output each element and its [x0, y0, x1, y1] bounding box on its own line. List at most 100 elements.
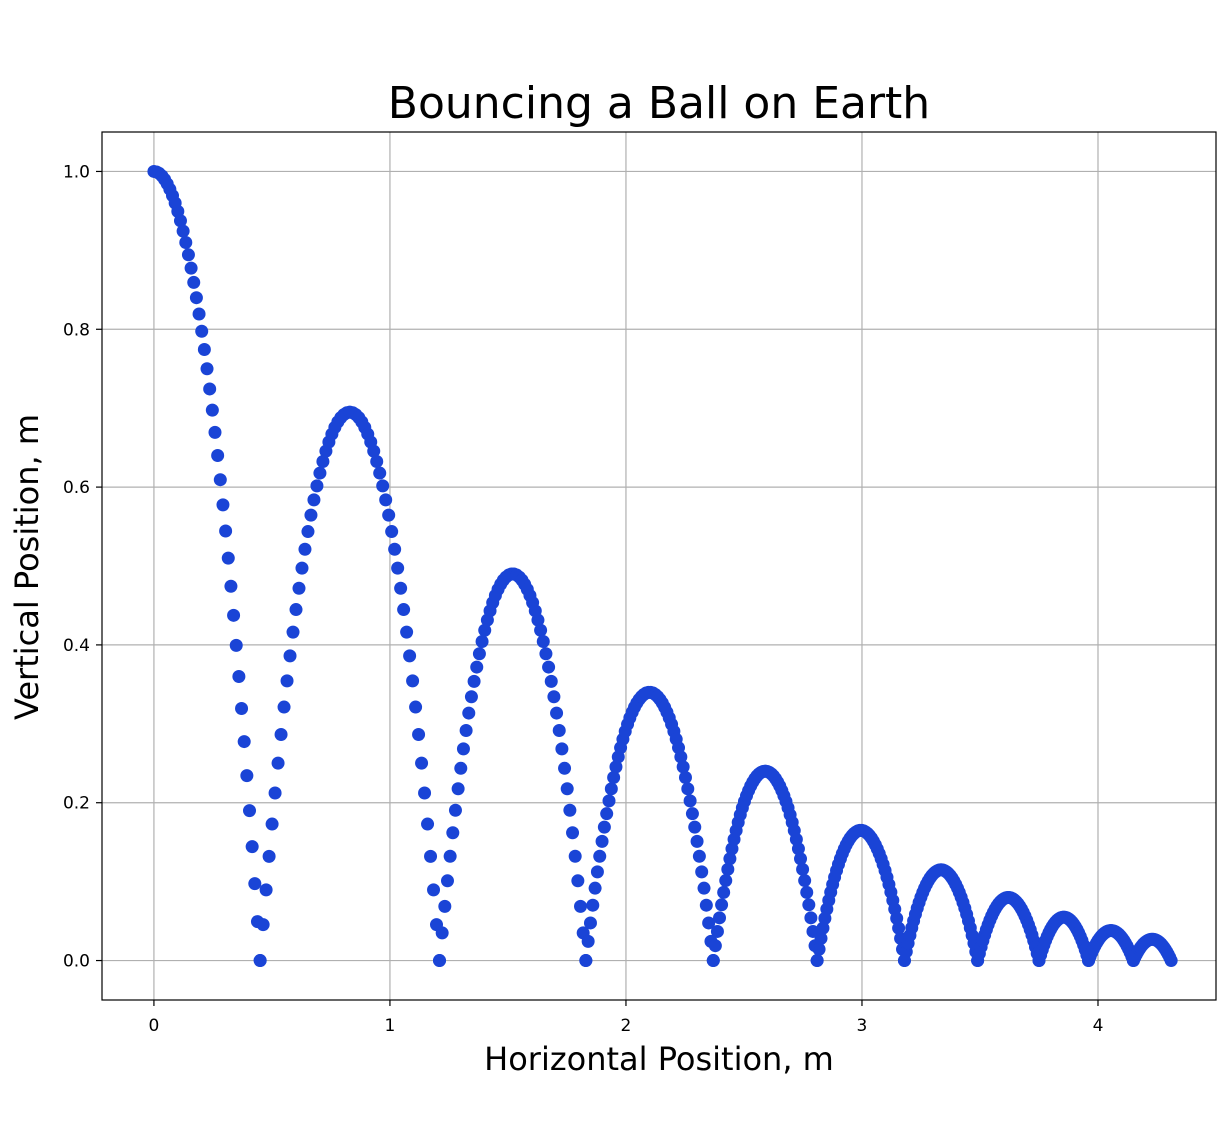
data-point	[568, 849, 582, 863]
data-point	[475, 635, 489, 649]
data-point	[448, 803, 462, 817]
data-point	[370, 454, 384, 468]
data-point	[367, 444, 381, 458]
data-point	[581, 934, 595, 948]
data-point	[697, 881, 711, 895]
data-point	[176, 224, 190, 238]
data-point	[427, 883, 441, 897]
data-point	[280, 674, 294, 688]
data-point	[433, 954, 447, 968]
data-point	[796, 862, 810, 876]
data-point	[286, 625, 300, 639]
data-point	[189, 291, 203, 305]
data-point	[547, 690, 561, 704]
data-point	[451, 782, 465, 796]
data-point	[403, 649, 417, 663]
data-point	[595, 834, 609, 848]
data-point	[555, 742, 569, 756]
data-point	[421, 817, 435, 831]
data-point	[179, 235, 193, 249]
data-point	[550, 706, 564, 720]
data-point	[454, 761, 468, 775]
data-point	[674, 750, 688, 764]
data-point	[216, 498, 230, 512]
data-point	[289, 603, 303, 617]
data-point	[692, 849, 706, 863]
x-tick-label: 4	[1093, 1016, 1104, 1036]
data-point	[237, 735, 251, 749]
data-point	[678, 770, 692, 784]
data-point	[259, 883, 273, 897]
data-point	[566, 826, 580, 840]
data-point	[232, 669, 246, 683]
data-point	[791, 842, 805, 856]
data-point	[804, 911, 818, 925]
y-axis-label: Vertical Position, m	[8, 414, 46, 720]
data-point	[271, 756, 285, 770]
y-tick-label: 0.6	[63, 478, 90, 498]
data-point	[376, 479, 390, 493]
data-point	[307, 493, 321, 507]
data-point	[597, 820, 611, 834]
data-point	[688, 820, 702, 834]
data-point	[316, 454, 330, 468]
data-point	[814, 931, 828, 945]
data-point	[409, 700, 423, 714]
data-point	[681, 782, 695, 796]
data-point	[600, 807, 614, 821]
data-point	[181, 248, 195, 262]
data-point	[283, 649, 297, 663]
data-point	[173, 214, 187, 228]
data-point	[593, 849, 607, 863]
data-point	[802, 898, 816, 912]
data-point	[412, 727, 426, 741]
data-point	[184, 261, 198, 275]
data-point	[301, 525, 315, 539]
x-ticks: 0 1 2 3 4	[149, 1000, 1104, 1036]
data-point	[708, 939, 722, 953]
data-point	[187, 275, 201, 289]
data-point	[256, 918, 270, 932]
data-point	[373, 466, 387, 480]
y-tick-label: 0.4	[63, 636, 90, 656]
data-point	[298, 542, 312, 556]
data-point	[478, 623, 492, 637]
data-point	[221, 551, 235, 565]
data-point	[456, 742, 470, 756]
data-point	[295, 561, 309, 575]
data-point	[459, 723, 473, 737]
y-tick-label: 1.0	[63, 162, 90, 182]
data-point	[706, 954, 720, 968]
data-point	[531, 613, 545, 627]
data-point	[440, 874, 454, 888]
data-point	[721, 862, 735, 876]
data-points	[147, 164, 1178, 968]
data-point	[224, 579, 238, 593]
data-point	[400, 625, 414, 639]
data-point	[560, 782, 574, 796]
data-point	[710, 924, 724, 938]
data-point	[391, 561, 405, 575]
data-point	[798, 874, 812, 888]
data-point	[713, 911, 727, 925]
data-point	[552, 723, 566, 737]
data-point	[579, 954, 593, 968]
data-point	[240, 769, 254, 783]
data-point	[544, 674, 558, 688]
data-point	[810, 954, 824, 968]
data-point	[699, 898, 713, 912]
data-point	[265, 817, 279, 831]
data-point	[472, 647, 486, 661]
data-point	[268, 786, 282, 800]
data-point	[462, 706, 476, 720]
data-point	[715, 898, 729, 912]
data-point	[571, 874, 585, 888]
data-point	[438, 899, 452, 913]
data-point	[406, 674, 420, 688]
data-point	[208, 425, 222, 439]
data-point	[205, 403, 219, 417]
data-point	[385, 525, 399, 539]
data-point	[394, 581, 408, 595]
data-point	[702, 916, 716, 930]
